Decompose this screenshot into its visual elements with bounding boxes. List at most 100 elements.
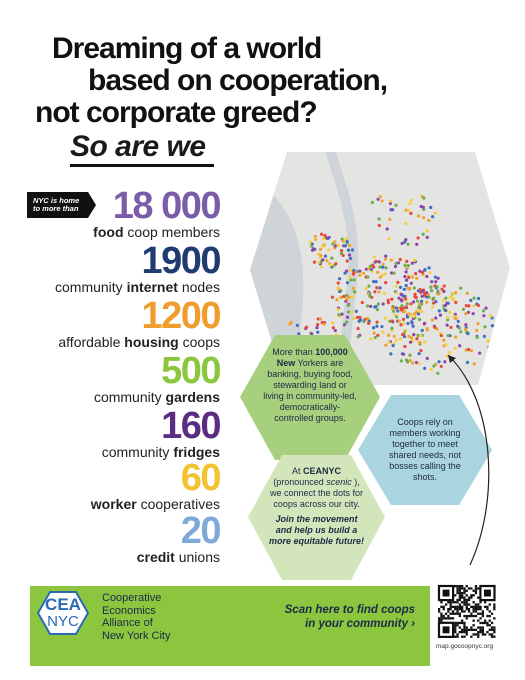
qr-module — [461, 587, 464, 590]
map-dot — [399, 359, 403, 363]
qr-code — [434, 583, 502, 641]
map-dot — [420, 270, 425, 274]
map-dot — [397, 319, 401, 323]
map-dot — [406, 321, 410, 326]
qr-module — [456, 624, 459, 627]
qr-finder — [442, 589, 450, 597]
qr-module — [474, 614, 478, 618]
map-dot — [420, 328, 424, 333]
map-dot — [378, 195, 382, 199]
map-dot — [348, 268, 352, 272]
qr-module — [481, 614, 484, 618]
qr-module — [477, 596, 480, 599]
text-part: Join the movement and help us build a mo… — [268, 514, 364, 546]
map-dot — [398, 257, 402, 262]
map-dot — [337, 277, 342, 281]
map-dot — [395, 315, 399, 319]
map-dot — [496, 331, 500, 335]
qr-module — [465, 601, 468, 604]
map-dot — [421, 205, 425, 209]
map-dot — [404, 305, 408, 309]
qr-module — [442, 614, 445, 618]
map-dot — [396, 280, 400, 284]
qr-module — [490, 635, 494, 638]
qr-module — [461, 605, 464, 608]
map-dot — [444, 343, 448, 347]
qr-module — [472, 619, 475, 622]
qr-module — [447, 601, 450, 604]
map-dot — [403, 329, 407, 333]
qr-module — [484, 621, 487, 625]
qr-module — [465, 614, 468, 618]
map-dot — [448, 295, 452, 299]
qr-module — [458, 614, 461, 618]
qr-module — [467, 587, 471, 590]
map-dot — [374, 280, 378, 284]
map-dot — [459, 330, 463, 334]
map-dot — [451, 296, 455, 301]
paragraph: More than 100,000 New Yorkers are bankin… — [263, 347, 357, 424]
qr-module — [454, 621, 457, 625]
qr-module — [477, 631, 480, 634]
map-dot — [425, 235, 429, 239]
map-dot — [316, 322, 320, 327]
qr-module — [484, 619, 487, 622]
qr-module — [477, 635, 480, 638]
map-dot — [431, 215, 435, 219]
map-dot — [403, 274, 407, 279]
map-dot — [345, 320, 349, 324]
map-dot — [319, 253, 323, 257]
qr-module — [479, 631, 482, 634]
qr-module — [456, 621, 459, 625]
qr-module — [467, 628, 471, 631]
qr-module — [488, 619, 491, 622]
map-dot — [430, 280, 434, 284]
qr-module — [467, 614, 471, 618]
map-dot — [419, 299, 424, 303]
qr-module — [465, 628, 468, 631]
map-dot — [400, 304, 404, 308]
map-dot — [416, 214, 421, 218]
hexagon-text: More than 100,000 New Yorkers are bankin… — [263, 347, 357, 428]
map-dot — [454, 300, 458, 305]
qr-finder — [484, 589, 491, 597]
qr-module — [451, 605, 455, 608]
map-dot — [429, 367, 433, 372]
map-dot — [471, 312, 475, 316]
map-dot — [436, 371, 440, 375]
label-part: nodes — [181, 279, 220, 295]
map-dot — [415, 242, 419, 247]
qr-module — [463, 631, 466, 634]
map-dot — [371, 326, 376, 330]
map-dot — [481, 309, 486, 313]
map-dot — [425, 300, 429, 304]
map-dot — [444, 296, 448, 300]
map-dot — [377, 217, 381, 221]
stat: 500 community gardens — [93, 352, 222, 405]
map-dot — [318, 317, 323, 321]
map-dot — [373, 335, 377, 340]
label-part: community — [93, 389, 162, 405]
qr-module — [454, 612, 457, 615]
map-dot — [340, 312, 344, 316]
map-dot — [345, 281, 350, 285]
map-dot — [466, 332, 470, 336]
qr-module — [472, 589, 475, 592]
map-dot — [420, 294, 424, 298]
map-dot — [392, 309, 396, 313]
qr-module — [449, 603, 452, 606]
map-dot — [440, 287, 444, 291]
qr-module — [456, 587, 459, 590]
paragraph: Join the movement and help us build a mo… — [268, 514, 365, 547]
org-name: Cooperative Economics Alliance of New Yo… — [102, 592, 170, 642]
map-dot — [336, 286, 340, 290]
map-dot — [431, 301, 436, 305]
map-dot — [333, 328, 337, 333]
map-dot — [322, 322, 326, 326]
map-dot — [345, 259, 349, 263]
org-line: Alliance of — [102, 617, 153, 629]
map-dot — [409, 211, 413, 215]
map-dot — [413, 292, 417, 296]
stat-label: worker cooperatives — [91, 496, 220, 512]
